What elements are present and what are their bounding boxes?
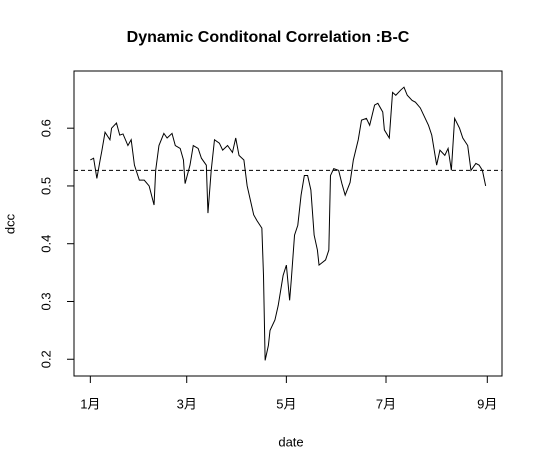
x-tick-label: 5月: [276, 396, 296, 411]
y-tick-label: 0.5: [38, 177, 53, 195]
x-tick-label: 1月: [80, 396, 100, 411]
y-tick-label: 0.4: [38, 235, 53, 253]
chart-title: Dynamic Conditonal Correlation :B-C: [127, 29, 410, 46]
x-tick-label: 3月: [177, 396, 197, 411]
x-tick-label: 7月: [376, 396, 396, 411]
y-tick-label: 0.6: [38, 119, 53, 137]
y-axis-label: dcc: [2, 213, 17, 234]
x-tick-label: 9月: [477, 396, 497, 411]
y-tick-label: 0.3: [38, 292, 53, 310]
x-axis-label: date: [278, 434, 303, 449]
y-tick-label: 0.2: [38, 350, 53, 368]
plot-box: [73, 70, 503, 377]
data-line: [90, 86, 487, 361]
